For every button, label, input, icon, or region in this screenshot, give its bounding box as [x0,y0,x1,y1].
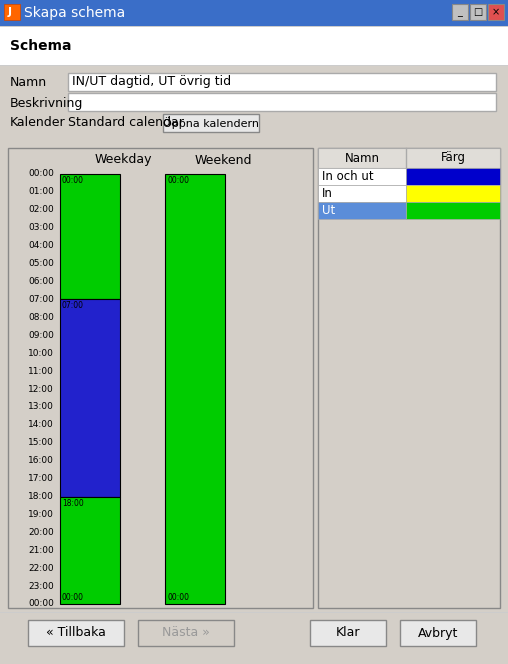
Bar [406,185,500,202]
Text: 20:00: 20:00 [28,528,54,537]
Text: 19:00: 19:00 [28,510,54,519]
Text: Klar: Klar [336,627,360,639]
Bar [406,202,500,219]
Bar [0,0,508,26]
Text: 09:00: 09:00 [28,331,54,340]
Text: Kalender: Kalender [10,116,66,129]
Bar [318,202,406,219]
Text: 22:00: 22:00 [28,564,54,572]
Bar [0,612,508,613]
Text: In: In [322,187,333,200]
Bar [138,620,234,646]
Text: 01:00: 01:00 [28,187,54,197]
Text: 04:00: 04:00 [28,241,54,250]
Text: 05:00: 05:00 [28,259,54,268]
Bar [0,613,508,664]
Text: Namn: Namn [10,76,47,90]
Text: Schema: Schema [10,39,72,53]
Text: 08:00: 08:00 [28,313,54,322]
Text: Färg: Färg [440,151,465,165]
Text: 00:00: 00:00 [62,593,84,602]
Text: Namn: Namn [344,151,379,165]
Text: _: _ [458,7,462,17]
Text: ×: × [492,7,500,17]
Bar [163,114,259,132]
Text: 12:00: 12:00 [28,384,54,394]
Text: Skapa schema: Skapa schema [24,6,125,20]
Text: Öppna kalendern: Öppna kalendern [163,117,259,129]
Text: 18:00: 18:00 [62,499,84,507]
Text: 06:00: 06:00 [28,277,54,286]
Bar [452,4,468,20]
Text: 14:00: 14:00 [28,420,54,430]
Bar [60,497,120,604]
Text: 07:00: 07:00 [28,295,54,304]
Text: Weekday: Weekday [94,153,152,167]
Bar [4,4,20,20]
Bar [60,299,120,497]
Text: 00:00: 00:00 [28,169,54,179]
Text: 02:00: 02:00 [28,205,54,214]
Bar [68,73,496,91]
Bar [470,4,486,20]
Text: 11:00: 11:00 [28,367,54,376]
Text: 00:00: 00:00 [167,593,189,602]
Text: Nästa »: Nästa » [162,627,210,639]
Text: 21:00: 21:00 [28,546,54,554]
Text: 15:00: 15:00 [28,438,54,448]
Text: 16:00: 16:00 [28,456,54,465]
Text: Weekend: Weekend [194,153,252,167]
Bar [318,185,406,202]
Text: IN/UT dagtid, UT övrig tid: IN/UT dagtid, UT övrig tid [72,76,231,88]
Bar [165,174,225,604]
Bar [68,93,496,111]
Bar [400,620,476,646]
Text: 00:00: 00:00 [28,600,54,608]
Text: J: J [8,7,12,17]
Bar [8,148,313,608]
Bar [310,620,386,646]
Text: 17:00: 17:00 [28,474,54,483]
Bar [60,174,120,299]
Text: 07:00: 07:00 [62,301,84,310]
Text: Beskrivning: Beskrivning [10,96,83,110]
Text: Avbryt: Avbryt [418,627,458,639]
Bar [0,26,508,27]
Bar [488,4,504,20]
Text: In och ut: In och ut [322,170,373,183]
Bar [0,27,508,65]
Text: 03:00: 03:00 [28,223,54,232]
Text: □: □ [473,7,483,17]
Bar [318,168,406,185]
Bar [318,148,500,168]
Text: « Tillbaka: « Tillbaka [46,627,106,639]
Bar [318,148,500,608]
Text: 10:00: 10:00 [28,349,54,358]
Text: 13:00: 13:00 [28,402,54,412]
Text: 00:00: 00:00 [167,176,189,185]
Text: 23:00: 23:00 [28,582,54,590]
Bar [0,65,508,66]
Text: 00:00: 00:00 [62,176,84,185]
Text: 18:00: 18:00 [28,492,54,501]
Text: Standard calendar: Standard calendar [68,116,184,129]
Text: Ut: Ut [322,204,335,217]
Bar [0,66,508,150]
Bar [406,168,500,185]
Bar [28,620,124,646]
